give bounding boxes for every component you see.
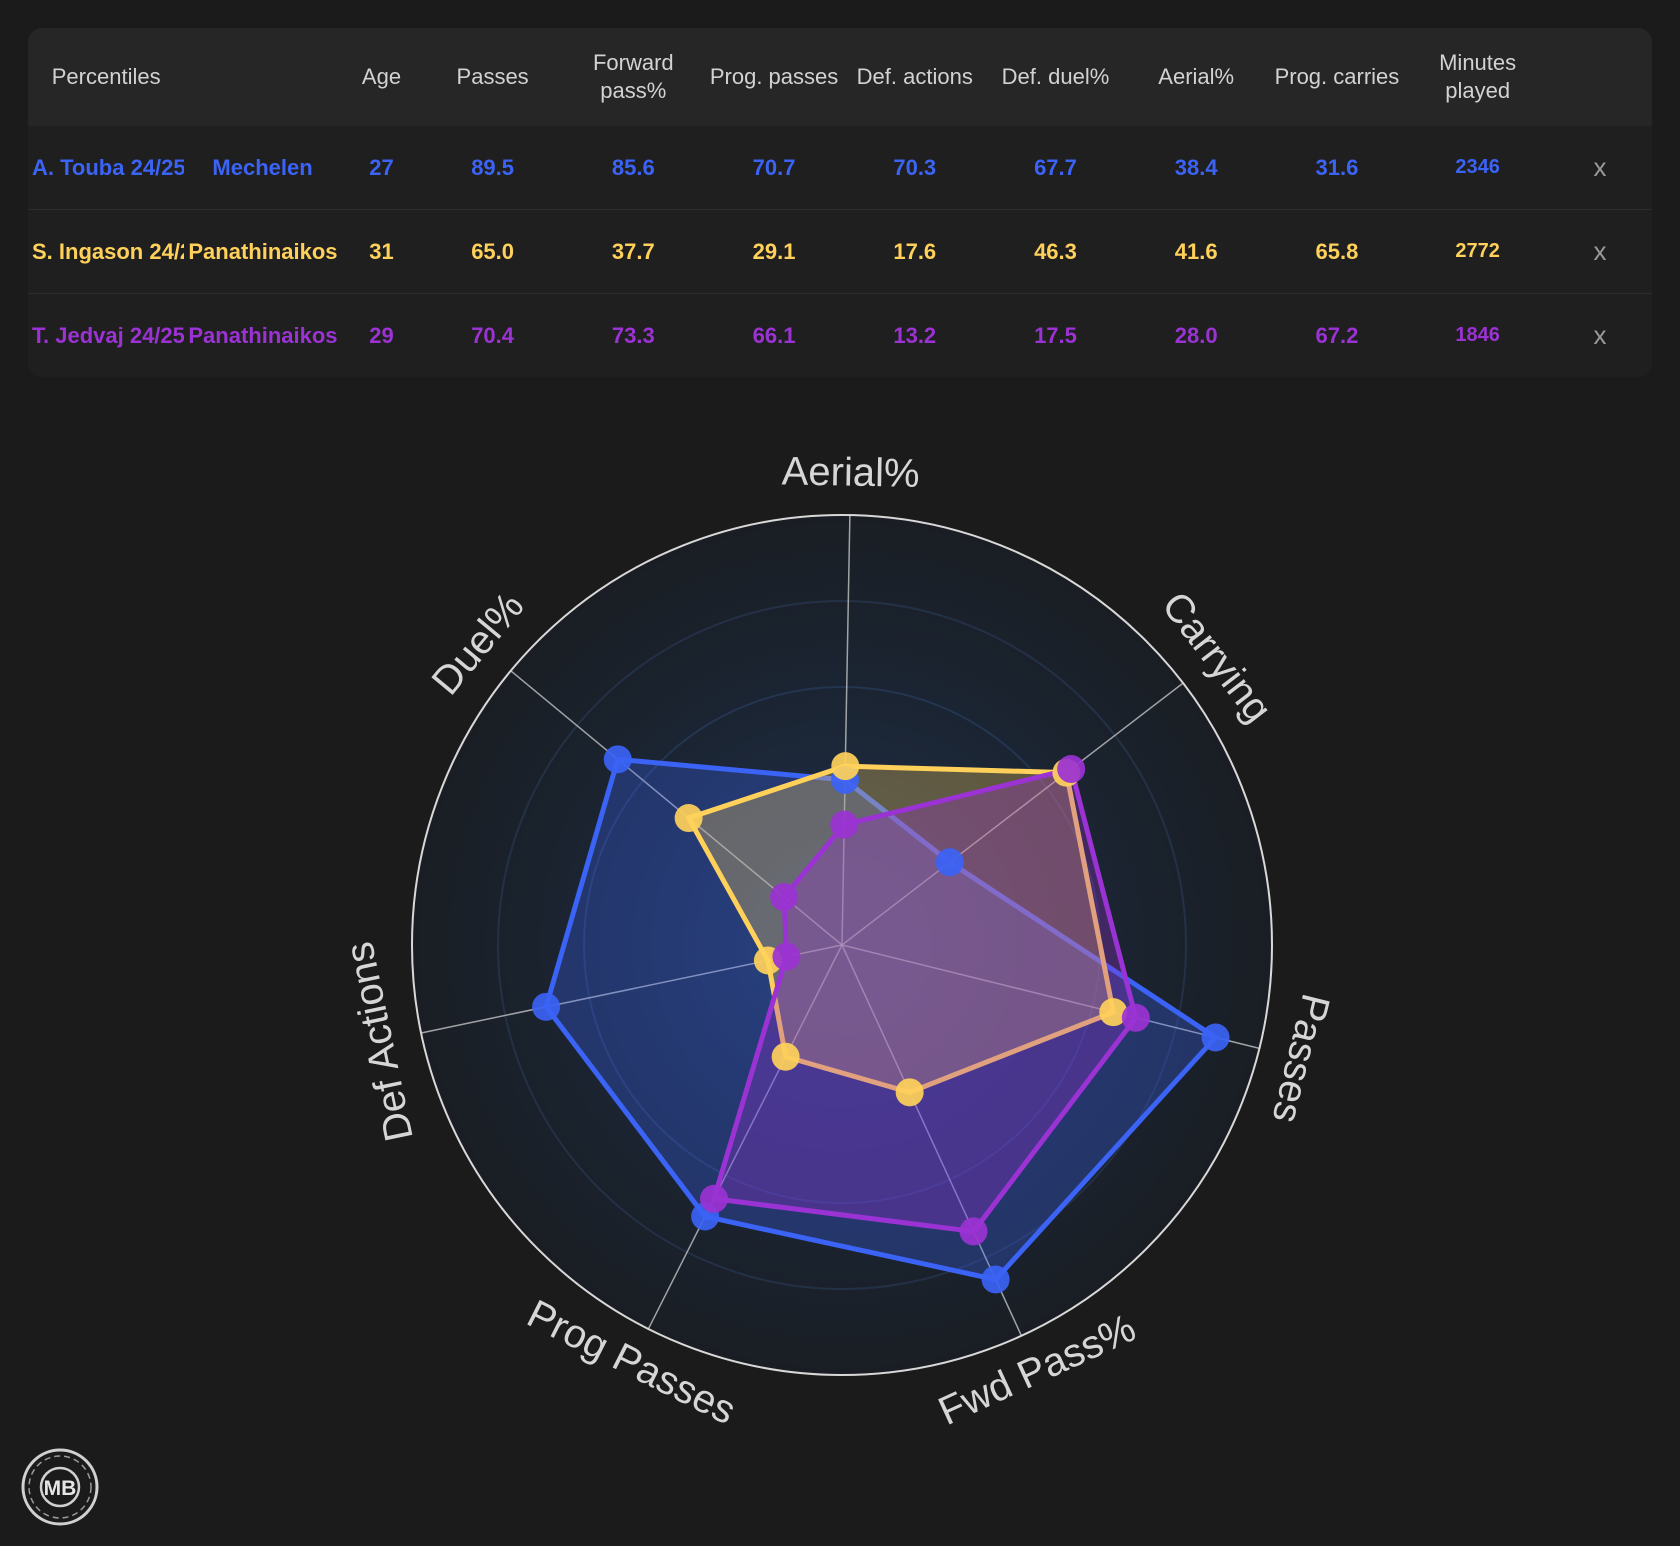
remove-row-button[interactable]: x	[1593, 320, 1607, 350]
column-header: Age	[361, 64, 402, 89]
stat-cell: 67.2	[1315, 322, 1359, 348]
radar-point[interactable]	[700, 1184, 729, 1213]
radar-spoke	[647, 944, 843, 1330]
radar-spoke	[841, 515, 851, 946]
radar-point[interactable]	[935, 848, 964, 877]
svg-text:MB: MB	[44, 1477, 77, 1500]
stat-cell: 38.4	[1125, 126, 1267, 210]
radar-point[interactable]	[1201, 1023, 1230, 1052]
radar-point[interactable]	[674, 804, 703, 833]
stat-cell: 65.8	[1266, 209, 1408, 294]
radar-point[interactable]	[981, 1265, 1010, 1294]
radar-point[interactable]	[959, 1217, 988, 1246]
stat-cell: 2346	[1407, 126, 1548, 210]
stat-cell: 70.3	[844, 126, 986, 210]
stat-cell: 70.7	[703, 126, 845, 210]
radar-point[interactable]	[771, 1042, 800, 1071]
column-header: Def. actions	[856, 64, 973, 89]
column-header: Passes	[456, 64, 529, 89]
stat-cell: 66.1	[752, 322, 796, 348]
radar-axis-label: Aerial%	[781, 449, 920, 496]
stat-cell: 28.0	[1174, 322, 1218, 348]
table-row: T. Jedvaj 24/25 Panathinaikos 29 70.4 73.3 66…	[28, 294, 1652, 378]
radar-point[interactable]	[895, 1078, 924, 1107]
stat-cell: 37.7	[562, 209, 704, 294]
stat-cell: 29	[369, 322, 394, 348]
player-name-cell: S. Ingason 24/25	[28, 209, 185, 294]
stat-cell: 67.7	[985, 126, 1126, 210]
radar-point[interactable]	[603, 745, 632, 774]
stat-cell: 17.6	[844, 209, 986, 294]
percentile-table: Percentiles Age Passes Forward pass% Prog. p…	[28, 28, 1652, 377]
stat-cell: 46.3	[985, 209, 1126, 294]
radar-point[interactable]	[1121, 1003, 1150, 1032]
radar-spoke	[841, 944, 1260, 1050]
stat-cell: 13.2	[893, 322, 937, 348]
stat-cell: 29.1	[703, 209, 845, 294]
stat-cell: 89.5	[422, 126, 563, 210]
player-name-cell: T. Jedvaj 24/25	[32, 322, 185, 348]
stat-cell: 31	[340, 209, 423, 294]
team-name-cell: Panathinaikos	[184, 209, 341, 294]
column-header: Def. duel%	[1001, 64, 1110, 89]
mb-logo: MB	[21, 1448, 99, 1526]
team-name-cell: Panathinaikos	[188, 322, 338, 348]
stat-cell: 31.6	[1266, 126, 1408, 210]
radar-series-area	[543, 756, 1219, 1282]
column-header: Percentiles	[51, 64, 161, 89]
radar-point[interactable]	[1099, 998, 1128, 1027]
stat-cell: 2772	[1407, 209, 1548, 294]
radar-axis-label: Passes	[1263, 990, 1337, 1128]
radar-point[interactable]	[772, 942, 801, 971]
stat-cell: 41.6	[1125, 209, 1267, 294]
percentile-table-card: Percentiles Age Passes Forward pass% Prog. p…	[28, 28, 1652, 377]
remove-row-button[interactable]: x	[1548, 126, 1652, 210]
radar-point[interactable]	[830, 810, 859, 839]
radar-point[interactable]	[831, 752, 860, 781]
radar-point[interactable]	[1057, 755, 1086, 784]
radar-series-area	[686, 763, 1116, 1095]
player-name-cell: A. Touba 24/25	[28, 126, 185, 210]
radar-ring	[497, 600, 1187, 1290]
stat-cell: 17.5	[1034, 322, 1077, 348]
column-header: Aerial%	[1158, 64, 1235, 89]
stat-cell: 85.6	[562, 126, 704, 210]
radar-outer-ring	[411, 514, 1273, 1376]
table-row: S. Ingason 24/25Panathinaikos3165.037.72…	[28, 209, 1652, 294]
table-header-row: Percentiles Age Passes Forward pass% Prog. p…	[28, 28, 1652, 126]
team-name-cell: Mechelen	[184, 126, 341, 210]
column-header: Minutes played	[1439, 50, 1517, 103]
radar-point[interactable]	[770, 883, 799, 912]
table-row: A. Touba 24/25 Mechelen 27 89.5 85.6 70.7 70.3…	[28, 126, 1652, 210]
radar-axis-label: Def Actions	[337, 938, 421, 1145]
stat-cell: 27	[340, 126, 423, 210]
remove-row-button[interactable]: x	[1548, 209, 1652, 294]
stat-cell: 65.0	[422, 209, 563, 294]
column-header: Prog. passes	[709, 64, 839, 89]
column-header: Forward pass%	[592, 50, 674, 103]
column-header: Prog. carries	[1274, 64, 1400, 89]
radar-spoke	[841, 682, 1184, 946]
stat-cell: 70.4	[471, 322, 515, 348]
stat-cell: 73.3	[611, 322, 655, 348]
stat-cell: 1846	[1455, 324, 1500, 346]
radar-point[interactable]	[532, 992, 561, 1021]
